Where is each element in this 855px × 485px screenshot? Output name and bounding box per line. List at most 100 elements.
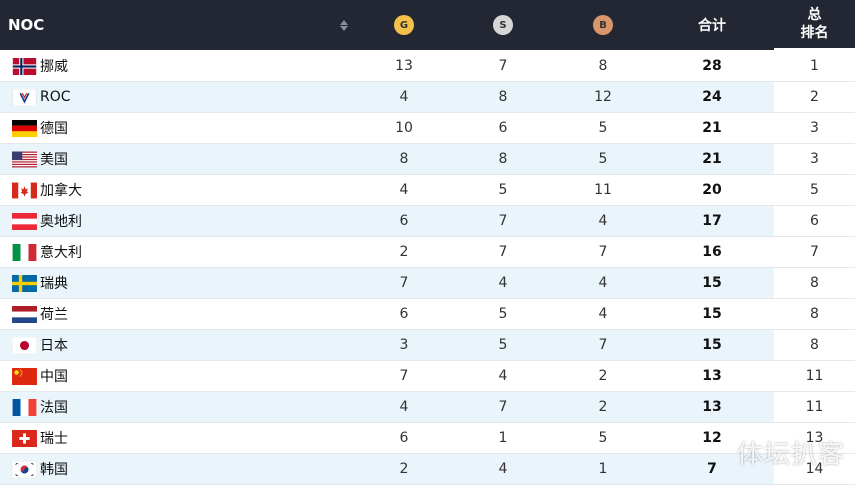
table-row[interactable]: 韩国 2 4 1 7 14 xyxy=(0,454,855,485)
silver-count: 7 xyxy=(498,399,508,415)
sort-arrows-icon[interactable] xyxy=(336,0,352,50)
table-row[interactable]: 瑞士 6 1 5 12 13 xyxy=(0,423,855,454)
bronze-count: 1 xyxy=(598,461,608,477)
rank-value: 7 xyxy=(774,237,855,267)
gold-column-header[interactable]: G xyxy=(384,0,424,50)
silver-count: 4 xyxy=(498,275,508,291)
bronze-count: 7 xyxy=(598,244,608,260)
france-flag-icon xyxy=(11,392,37,422)
switzerland-flag-icon xyxy=(11,423,37,453)
country-name[interactable]: 瑞典 xyxy=(40,276,68,292)
table-row[interactable]: 德国 10 6 5 21 3 xyxy=(0,113,855,144)
rank-value: 11 xyxy=(774,392,855,422)
gold-count: 7 xyxy=(399,275,409,291)
total-count: 15 xyxy=(702,337,722,353)
gold-count: 2 xyxy=(399,461,409,477)
rank-value: 1 xyxy=(774,51,855,81)
bronze-count: 5 xyxy=(598,151,608,167)
silver-medal-icon: S xyxy=(493,15,513,35)
total-count: 20 xyxy=(702,182,722,198)
table-row[interactable]: ROC 4 8 12 24 2 xyxy=(0,82,855,113)
table-row[interactable]: 法国 4 7 2 13 11 xyxy=(0,392,855,423)
total-count: 17 xyxy=(702,213,722,229)
gold-count: 4 xyxy=(399,399,409,415)
rank-column-header[interactable]: 总 排名 xyxy=(774,0,855,50)
country-name[interactable]: 美国 xyxy=(40,152,68,168)
gold-count: 4 xyxy=(399,89,409,105)
rank-value: 11 xyxy=(774,361,855,391)
japan-flag-icon xyxy=(11,330,37,360)
gold-count: 3 xyxy=(399,337,409,353)
bronze-medal-icon: B xyxy=(593,15,613,35)
table-row[interactable]: 日本 3 5 7 15 8 xyxy=(0,330,855,361)
bronze-count: 4 xyxy=(598,275,608,291)
italy-flag-icon xyxy=(11,237,37,267)
country-name[interactable]: ROC xyxy=(40,89,71,105)
gold-count: 10 xyxy=(395,120,413,136)
rank-header-line1: 总 xyxy=(807,7,822,23)
bronze-count: 4 xyxy=(598,306,608,322)
watermark: 体坛扒客 xyxy=(736,440,845,470)
silver-count: 8 xyxy=(498,151,508,167)
country-name[interactable]: 荷兰 xyxy=(40,307,68,323)
norway-flag-icon xyxy=(11,51,37,81)
table-row[interactable]: 瑞典 7 4 4 15 8 xyxy=(0,268,855,299)
total-count: 13 xyxy=(702,399,722,415)
roc-flag-icon xyxy=(11,82,37,112)
bronze-count: 12 xyxy=(594,89,612,105)
country-name[interactable]: 瑞士 xyxy=(40,431,68,447)
silver-count: 7 xyxy=(498,58,508,74)
rank-value: 13 xyxy=(774,423,855,453)
country-name[interactable]: 奥地利 xyxy=(40,214,82,230)
bronze-column-header[interactable]: B xyxy=(583,0,623,50)
total-count: 13 xyxy=(702,368,722,384)
rank-value: 6 xyxy=(774,206,855,236)
table-row[interactable]: 意大利 2 7 7 16 7 xyxy=(0,237,855,268)
sweden-flag-icon xyxy=(11,268,37,298)
silver-count: 5 xyxy=(498,182,508,198)
total-count: 16 xyxy=(702,244,722,260)
noc-column-header[interactable]: NOC xyxy=(8,16,45,34)
bronze-count: 4 xyxy=(598,213,608,229)
rank-value: 8 xyxy=(774,299,855,329)
table-row[interactable]: 中国 7 4 2 13 11 xyxy=(0,361,855,392)
silver-column-header[interactable]: S xyxy=(483,0,523,50)
silver-count: 5 xyxy=(498,337,508,353)
canada-flag-icon xyxy=(11,175,37,205)
table-row[interactable]: 荷兰 6 5 4 15 8 xyxy=(0,299,855,330)
country-name[interactable]: 挪威 xyxy=(40,59,68,75)
total-column-header[interactable]: 合计 xyxy=(698,18,726,34)
table-header: NOC G S B 合计 总 排名 xyxy=(0,0,855,50)
bronze-count: 11 xyxy=(594,182,612,198)
gold-count: 13 xyxy=(395,58,413,74)
rank-value: 3 xyxy=(774,144,855,174)
bronze-count: 2 xyxy=(598,399,608,415)
silver-count: 7 xyxy=(498,213,508,229)
gold-count: 6 xyxy=(399,306,409,322)
gold-count: 2 xyxy=(399,244,409,260)
silver-count: 4 xyxy=(498,368,508,384)
gold-count: 7 xyxy=(399,368,409,384)
austria-flag-icon xyxy=(11,206,37,236)
gold-count: 6 xyxy=(399,430,409,446)
country-name[interactable]: 法国 xyxy=(40,400,68,416)
bronze-count: 5 xyxy=(598,120,608,136)
country-name[interactable]: 韩国 xyxy=(40,462,68,478)
rank-value: 3 xyxy=(774,113,855,143)
rank-value: 14 xyxy=(774,454,855,484)
table-row[interactable]: 奥地利 6 7 4 17 6 xyxy=(0,206,855,237)
table-row[interactable]: 加拿大 4 5 11 20 5 xyxy=(0,175,855,206)
table-row[interactable]: 美国 8 8 5 21 3 xyxy=(0,144,855,175)
country-name[interactable]: 日本 xyxy=(40,338,68,354)
rank-header-line2: 排名 xyxy=(800,25,829,41)
country-name[interactable]: 加拿大 xyxy=(40,183,82,199)
usa-flag-icon xyxy=(11,144,37,174)
country-name[interactable]: 中国 xyxy=(40,369,68,385)
total-count: 12 xyxy=(702,430,722,446)
gold-count: 8 xyxy=(399,151,409,167)
country-name[interactable]: 意大利 xyxy=(40,245,82,261)
total-count: 21 xyxy=(702,151,722,167)
table-row[interactable]: 挪威 13 7 8 28 1 xyxy=(0,51,855,82)
country-name[interactable]: 德国 xyxy=(40,121,68,137)
gold-medal-icon: G xyxy=(394,15,414,35)
